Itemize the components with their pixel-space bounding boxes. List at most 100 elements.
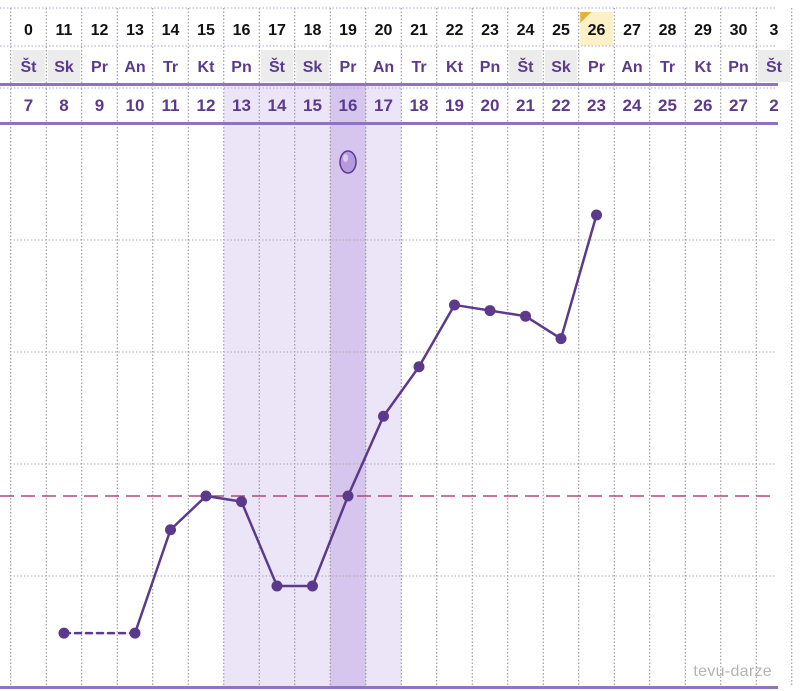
date-label: 28 (659, 22, 677, 39)
date-label: 17 (268, 22, 286, 39)
temperature-segment (169, 494, 208, 532)
temperature-segment (453, 303, 492, 312)
temperature-point (520, 310, 531, 322)
weekday-label: An (124, 59, 145, 76)
date-label: 13 (126, 22, 144, 39)
cycle-day-label: 19 (445, 96, 464, 115)
weekday-label: Kt (695, 59, 713, 76)
weekday-label: Tr (163, 59, 178, 76)
cycle-day-label: 8 (59, 96, 68, 115)
weekend-cell (296, 50, 329, 82)
cycle-day-label: 14 (268, 96, 287, 115)
temperature-segment (240, 500, 279, 588)
ovulation-band (330, 86, 366, 686)
cycle-day-label: 26 (694, 96, 713, 115)
weekday-label: Pr (340, 59, 357, 76)
date-label: 14 (162, 22, 180, 39)
weekday-label: Št (21, 57, 38, 76)
cycle-day-label: 15 (303, 96, 322, 115)
cycle-day-label: 27 (729, 96, 748, 115)
temperature-point (58, 627, 70, 639)
temperature-point (129, 627, 141, 639)
weekday-label: Sk (54, 59, 74, 76)
weekday-label: Sk (303, 59, 323, 76)
watermark: tevu-darze (693, 663, 772, 680)
cycle-day-label: 12 (197, 96, 216, 115)
weekday-label: Št (518, 57, 535, 76)
cycle-day-label: 24 (623, 96, 642, 115)
cycle-day-label: 13 (232, 96, 251, 115)
fertile-window-band (223, 86, 402, 686)
cycle-day-label: 21 (516, 96, 535, 115)
temperature-point (591, 209, 602, 221)
weekday-label: Št (766, 57, 783, 76)
temperature-point (449, 299, 460, 311)
date-label: 18 (304, 22, 322, 39)
today-cell (580, 12, 613, 46)
header-border (0, 83, 778, 86)
cycle-day-label: 20 (481, 96, 500, 115)
temperature-point (271, 580, 283, 592)
cycle-day-label: 9 (95, 96, 104, 115)
weekday-label: Sk (551, 59, 571, 76)
temperature-segment (417, 303, 456, 369)
weekday-label: Kt (198, 59, 216, 76)
temperature-segment (488, 309, 527, 318)
temperature-point (484, 305, 496, 317)
date-label: 23 (481, 22, 499, 39)
weekday-label: Kt (446, 59, 464, 76)
cycle-day-label: 25 (658, 96, 677, 115)
temperature-segment (559, 213, 598, 340)
weekday-label: Pr (91, 59, 108, 76)
date-label: 25 (552, 22, 570, 39)
date-label: 3 (770, 22, 779, 39)
date-label: 24 (517, 22, 535, 39)
cycle-day-label: 22 (552, 96, 571, 115)
weekday-label: An (621, 59, 642, 76)
temperature-segment (133, 528, 172, 635)
temperature-segment (311, 494, 350, 588)
temperature-point (165, 524, 176, 536)
temperature-point (342, 490, 354, 502)
weekday-label: Tr (411, 59, 426, 76)
cycle-day-label: 11 (162, 96, 180, 115)
temperature-segment (382, 365, 421, 418)
weekend-cell (47, 50, 81, 82)
temperature-point (555, 333, 567, 345)
date-label: 0 (24, 22, 33, 39)
weekend-cell (12, 50, 45, 82)
egg-icon (339, 150, 357, 174)
date-label: 27 (623, 22, 641, 39)
cycle-day-label: 2 (769, 96, 778, 115)
date-label: 26 (588, 22, 606, 39)
weekday-label: Pn (480, 59, 500, 76)
cycle-day-border (0, 122, 778, 125)
date-label: 16 (233, 22, 251, 39)
date-label: 15 (197, 22, 215, 39)
weekday-label: Pn (728, 59, 748, 76)
temperature-point (378, 410, 389, 422)
weekend-cell (544, 50, 578, 82)
weekday-label: Št (269, 57, 286, 76)
temperature-segment (524, 314, 563, 340)
today-corner-marker (580, 12, 592, 23)
temperature-point (236, 496, 247, 508)
weekend-cell (509, 50, 542, 82)
date-label: 11 (56, 22, 73, 39)
temperature-point (307, 580, 318, 592)
weekend-cell (757, 50, 791, 82)
temperature-point (200, 490, 212, 502)
temperature-segment (346, 414, 385, 498)
date-label: 21 (410, 22, 428, 39)
date-label: 20 (375, 22, 393, 39)
cycle-day-label: 7 (24, 96, 33, 115)
cycle-day-label: 23 (587, 96, 606, 115)
temperature-point (413, 361, 425, 373)
weekday-label: Pr (588, 59, 605, 76)
weekday-label: Tr (660, 59, 675, 76)
weekend-cell (260, 50, 294, 82)
egg-icon-highlight (343, 154, 348, 162)
cycle-day-label: 17 (374, 96, 393, 115)
